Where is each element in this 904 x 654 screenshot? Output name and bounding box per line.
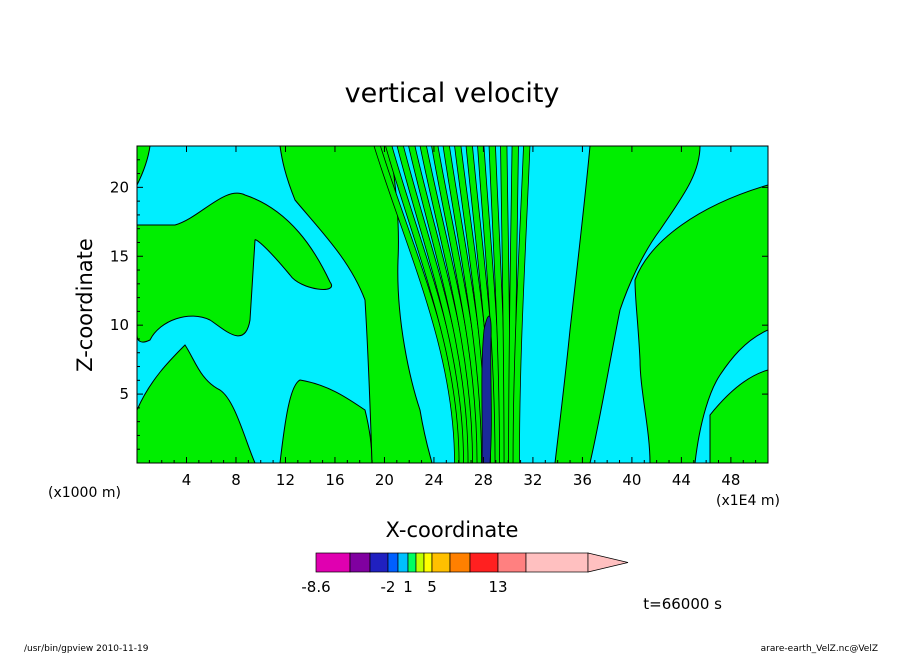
y-axis-title: Z-coordinate [73,238,97,372]
updraft-region-2 [279,379,373,463]
colorbar-tick-label-1: -2 [381,578,396,596]
colorbar-segment-1 [349,552,371,573]
central-band-5 [431,146,484,463]
y-axis-ticks: 5 10 15 20 [110,159,768,450]
central-band-13 [512,146,531,463]
colorbar-segment-0 [315,552,351,573]
chart-title: vertical velocity [345,78,560,109]
colorbar-segment-9 [449,552,471,573]
central-band-3 [408,146,475,463]
x-axis-title: X-coordinate [386,518,519,542]
central-band-1 [385,146,466,463]
y-tick-label-0: 5 [119,385,129,403]
colorbar-segment-2 [369,552,389,573]
x-tick-label-11: 48 [721,471,740,489]
updraft-region-0 [137,192,333,343]
colorbar-tick-labels: -8.6 -2 1 5 13 [301,578,507,596]
central-band-2 [396,146,471,463]
footer-right: arare-earth_VelZ.nc@VelZ [761,644,878,654]
footer-left: /usr/bin/gpview 2010-11-19 [24,644,149,654]
central-band-12 [508,146,519,463]
central-band-0 [373,146,462,463]
updraft-region-6 [709,369,768,463]
colorbar-tick-label-3: 5 [427,578,437,596]
central-band-11 [500,146,511,463]
x-tick-label-9: 40 [622,471,641,489]
updraft-region-4 [554,146,701,463]
colorbar-segment-4 [397,552,409,573]
updraft-region-5 [634,184,768,463]
y-tick-label-2: 15 [110,247,129,265]
colorbar-segment-8 [431,552,451,573]
x-tick-label-3: 16 [325,471,344,489]
downdraft-core [481,315,492,463]
updraft-region-1 [137,344,256,463]
colorbar-extend-arrow [587,552,629,573]
colorbar-segment-10 [469,552,499,573]
updraft-region-3 [279,146,433,463]
plot-frame [136,145,769,464]
colorbar-tick-label-2: 1 [403,578,413,596]
y-tick-label-1: 10 [110,316,129,334]
central-band-4 [419,146,480,463]
x-unit-label: (x1E4 m) [716,493,780,509]
x-tick-label-7: 32 [523,471,542,489]
x-tick-label-0: 4 [182,471,192,489]
x-tick-label-8: 36 [573,471,592,489]
colorbar [315,552,629,573]
colorbar-tick-label-0: -8.6 [301,578,330,596]
contour-field [137,146,768,463]
colorbar-segment-6 [415,552,425,573]
central-band-9 [477,146,502,463]
x-tick-label-10: 44 [672,471,691,489]
colorbar-segment-12 [525,552,589,573]
colorbar-segment-11 [497,552,527,573]
colorbar-segment-7 [423,552,433,573]
y-unit-label: (x1000 m) [48,485,121,501]
x-tick-label-6: 28 [474,471,493,489]
y-tick-label-3: 20 [110,178,129,196]
x-tick-label-5: 24 [424,471,443,489]
central-band-10 [488,146,507,463]
x-tick-label-2: 12 [276,471,295,489]
colorbar-segment-5 [407,552,417,573]
x-axis-ticks: 4 8 12 16 20 24 28 32 36 40 44 48 [148,146,757,489]
x-tick-label-1: 8 [231,471,241,489]
colorbar-tick-label-4: 13 [488,578,507,596]
x-tick-label-4: 20 [375,471,394,489]
time-label: t=66000 s [643,595,722,613]
colorbar-segment-3 [387,552,399,573]
